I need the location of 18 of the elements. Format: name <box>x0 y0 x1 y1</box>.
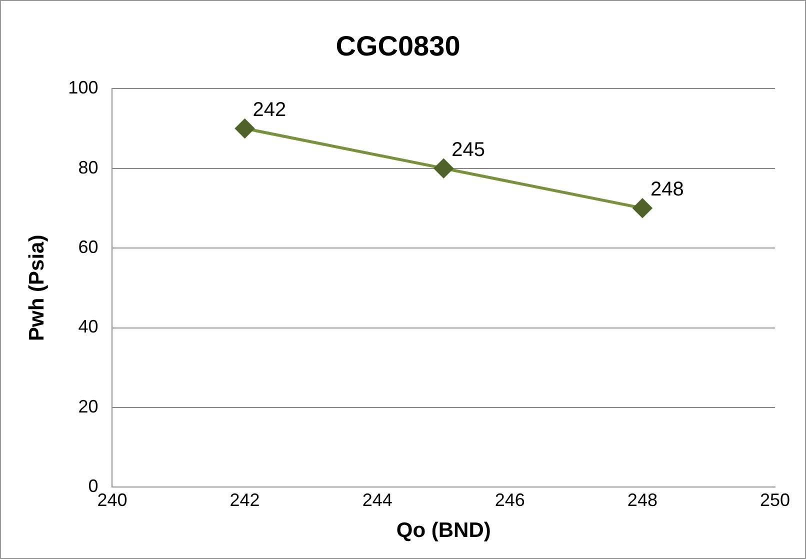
y-tick-label: 100 <box>68 78 98 98</box>
annotation: 248 <box>650 178 684 201</box>
y-tick-label: 80 <box>78 157 98 178</box>
chart-title: CGC0830 <box>336 30 460 62</box>
annotation: 245 <box>452 138 485 161</box>
x-tick-label: 248 <box>627 490 658 510</box>
x-axis-title: Qo (BND) <box>396 519 491 542</box>
y-tick-label: 60 <box>78 237 98 258</box>
annotation: 242 <box>252 98 286 121</box>
y-tick-label: 0 <box>88 476 98 496</box>
y-tick-label: 40 <box>78 316 98 337</box>
x-tick-label: 244 <box>362 490 392 510</box>
x-tick-label: 246 <box>494 490 525 510</box>
x-tick-label: 242 <box>230 490 260 510</box>
y-tick-label: 20 <box>78 396 98 416</box>
x-tick-label: 240 <box>97 490 128 510</box>
x-tick-label: 250 <box>760 490 790 510</box>
y-axis-title: Pwh (Psia) <box>25 234 48 341</box>
